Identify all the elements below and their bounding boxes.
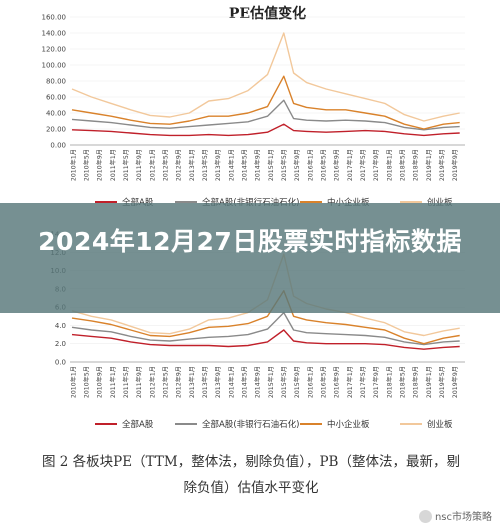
x-tick-label: 2010年5月 [82,149,90,181]
figure-caption: 图 2 各板块PE（TTM，整体法，剔除负值），PB（整体法，最新，剔除负值）估… [42,454,460,496]
series-line [71,329,460,350]
x-tick-label: 2012年5月 [161,149,169,181]
x-tick-label: 2013年9月 [214,366,222,398]
x-tick-label: 2012年1月 [148,366,156,398]
y-tick-label: 2.0 [55,340,66,348]
x-tick-label: 2019年5月 [438,366,446,398]
x-tick-label: 2019年1月 [425,366,433,398]
y-tick-label: 120.00 [42,46,67,54]
x-tick-label: 2013年5月 [201,366,209,398]
series-line [71,75,460,130]
x-tick-label: 2019年9月 [451,366,459,398]
x-tick-label: 2017年5月 [359,366,367,398]
legend-label: 全部A股(非银行石油石化) [202,419,299,430]
x-tick-label: 2011年9月 [135,149,143,181]
series-line [71,99,460,131]
y-tick-label: 40.00 [46,110,66,118]
y-tick-label: 160.00 [42,14,67,22]
x-tick-label: 2016年5月 [319,366,327,398]
x-tick-label: 2015年9月 [293,366,301,398]
x-tick-label: 2015年9月 [293,149,301,181]
y-tick-label: 20.00 [46,126,66,134]
x-tick-label: 2012年9月 [175,149,183,181]
x-tick-label: 2014年5月 [240,149,248,181]
y-tick-label: 100.00 [42,62,67,70]
x-tick-label: 2015年5月 [280,149,288,181]
x-tick-label: 2013年1月 [188,149,196,181]
x-tick-label: 2011年5月 [122,366,130,398]
x-tick-label: 2010年9月 [96,366,104,398]
x-tick-label: 2017年9月 [372,366,380,398]
watermark-text: nsc市场策略 [434,511,492,523]
x-tick-label: 2018年9月 [412,149,420,181]
x-tick-label: 2015年1月 [267,366,275,398]
x-tick-label: 2018年1月 [385,366,393,398]
y-tick-label: 80.00 [46,78,66,86]
x-tick-label: 2013年5月 [201,149,209,181]
x-tick-label: 2019年5月 [438,149,446,181]
x-tick-label: 2019年1月 [425,149,433,181]
x-tick-label: 2017年5月 [359,149,367,181]
x-tick-label: 2016年5月 [319,149,327,181]
series-line [71,32,460,122]
x-tick-label: 2017年1月 [346,149,354,181]
y-tick-label: 60.00 [46,94,66,102]
x-tick-label: 2013年9月 [214,149,222,181]
y-tick-label: 0.00 [50,142,66,150]
wechat-icon [418,510,432,523]
x-tick-label: 2017年9月 [372,149,380,181]
chart-title: PE估值变化 [229,5,306,22]
x-tick-label: 2018年1月 [385,149,393,181]
x-tick-label: 2014年9月 [254,366,262,398]
x-tick-label: 2016年9月 [333,366,341,398]
x-tick-label: 2013年1月 [188,366,196,398]
x-tick-label: 2015年5月 [280,366,288,398]
x-tick-label: 2011年1月 [109,149,117,181]
x-tick-label: 2014年9月 [254,149,262,181]
x-tick-label: 2018年9月 [412,366,420,398]
x-tick-label: 2016年1月 [306,366,314,398]
x-tick-label: 2016年1月 [306,149,314,181]
series-line [71,311,460,346]
x-tick-label: 2010年1月 [69,149,77,181]
banner-title: 2024年12月27日股票实时指标数据 [38,227,462,256]
x-tick-label: 2010年9月 [96,149,104,181]
legend-label: 创业板 [427,197,453,208]
legend-label: 创业板 [427,419,453,430]
x-tick-label: 2011年9月 [135,366,143,398]
legend-label: 全部A股(非银行石油石化) [202,197,299,208]
legend-label: 全部A股 [122,197,154,208]
x-tick-label: 2018年5月 [398,366,406,398]
x-tick-label: 2015年1月 [267,149,275,181]
legend-label: 中小企业板 [327,419,370,430]
y-tick-label: 4.0 [55,322,66,330]
legend-label: 中小企业板 [327,197,370,208]
title-banner [0,203,500,313]
legend-label: 全部A股 [122,419,154,430]
y-tick-label: 140.00 [42,30,67,38]
x-tick-label: 2010年5月 [82,366,90,398]
x-tick-label: 2012年1月 [148,149,156,181]
x-tick-label: 2014年1月 [227,366,235,398]
series-line [71,123,460,137]
x-tick-label: 2010年1月 [69,366,77,398]
x-tick-label: 2018年5月 [398,149,406,181]
x-tick-label: 2014年5月 [240,366,248,398]
x-tick-label: 2012年9月 [175,366,183,398]
y-tick-label: 0.0 [55,359,66,367]
x-tick-label: 2014年1月 [227,149,235,181]
x-tick-label: 2017年1月 [346,366,354,398]
x-tick-label: 2016年9月 [333,149,341,181]
watermark: nsc市场策略 [418,508,492,523]
x-tick-label: 2011年1月 [109,366,117,398]
x-tick-label: 2011年5月 [122,149,130,181]
x-tick-label: 2019年9月 [451,149,459,181]
x-tick-label: 2012年5月 [161,366,169,398]
